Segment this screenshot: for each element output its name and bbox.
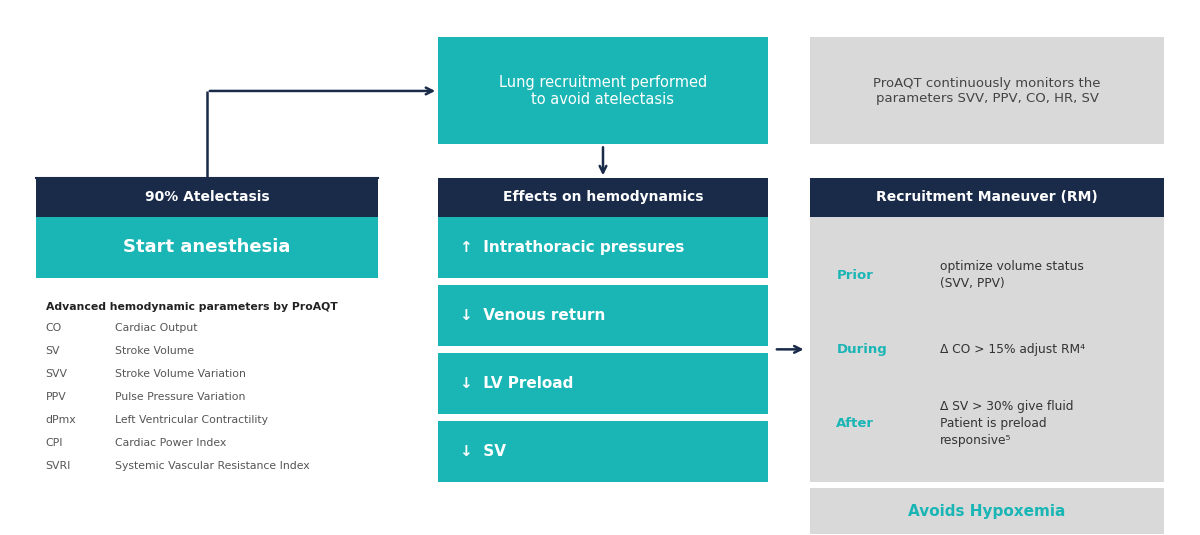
FancyBboxPatch shape	[810, 37, 1164, 144]
FancyBboxPatch shape	[810, 488, 1164, 534]
Text: Pulse Pressure Variation: Pulse Pressure Variation	[115, 392, 246, 402]
Text: During: During	[836, 343, 887, 356]
Text: 90% Atelectasis: 90% Atelectasis	[145, 190, 269, 204]
FancyBboxPatch shape	[810, 178, 1164, 217]
FancyBboxPatch shape	[438, 217, 768, 278]
Text: Advanced hemodynamic parameters by ProAQT: Advanced hemodynamic parameters by ProAQ…	[46, 302, 337, 312]
Text: Systemic Vascular Resistance Index: Systemic Vascular Resistance Index	[115, 461, 310, 471]
Text: dPmx: dPmx	[46, 415, 77, 425]
Text: ProAQT continuously monitors the
parameters SVV, PPV, CO, HR, SV: ProAQT continuously monitors the paramet…	[874, 77, 1100, 105]
FancyBboxPatch shape	[438, 285, 768, 346]
FancyBboxPatch shape	[438, 353, 768, 414]
Text: Δ CO > 15% adjust RM⁴: Δ CO > 15% adjust RM⁴	[940, 343, 1085, 356]
FancyBboxPatch shape	[438, 178, 768, 217]
Text: Recruitment Maneuver (RM): Recruitment Maneuver (RM)	[876, 190, 1098, 204]
Text: SV: SV	[46, 346, 60, 356]
Text: ↓  SV: ↓ SV	[460, 444, 505, 459]
Text: Avoids Hypoxemia: Avoids Hypoxemia	[908, 503, 1066, 519]
Text: SVV: SVV	[46, 369, 67, 379]
Text: ↓  LV Preload: ↓ LV Preload	[460, 376, 572, 391]
Text: Stroke Volume Variation: Stroke Volume Variation	[115, 369, 246, 379]
Text: ↑  Intrathoracic pressures: ↑ Intrathoracic pressures	[460, 240, 684, 255]
Text: Effects on hemodynamics: Effects on hemodynamics	[503, 190, 703, 204]
Text: CPI: CPI	[46, 438, 64, 448]
FancyBboxPatch shape	[36, 178, 378, 217]
Text: Δ SV > 30% give fluid
Patient is preload
responsive⁵: Δ SV > 30% give fluid Patient is preload…	[940, 400, 1073, 447]
Text: Start anesthesia: Start anesthesia	[124, 239, 290, 256]
FancyBboxPatch shape	[810, 217, 1164, 482]
Text: optimize volume status
(SVV, PPV): optimize volume status (SVV, PPV)	[940, 260, 1084, 290]
Text: Cardiac Power Index: Cardiac Power Index	[115, 438, 227, 448]
Text: SVRI: SVRI	[46, 461, 71, 471]
FancyBboxPatch shape	[438, 37, 768, 144]
Text: Prior: Prior	[836, 269, 874, 281]
Text: CO: CO	[46, 323, 62, 333]
Text: PPV: PPV	[46, 392, 66, 402]
Text: After: After	[836, 417, 875, 430]
Text: Cardiac Output: Cardiac Output	[115, 323, 198, 333]
Text: Left Ventricular Contractility: Left Ventricular Contractility	[115, 415, 269, 425]
Text: Stroke Volume: Stroke Volume	[115, 346, 194, 356]
Text: Lung recruitment performed
to avoid atelectasis: Lung recruitment performed to avoid atel…	[499, 75, 707, 107]
FancyBboxPatch shape	[36, 217, 378, 278]
FancyBboxPatch shape	[438, 421, 768, 482]
Text: ↓  Venous return: ↓ Venous return	[460, 308, 605, 323]
